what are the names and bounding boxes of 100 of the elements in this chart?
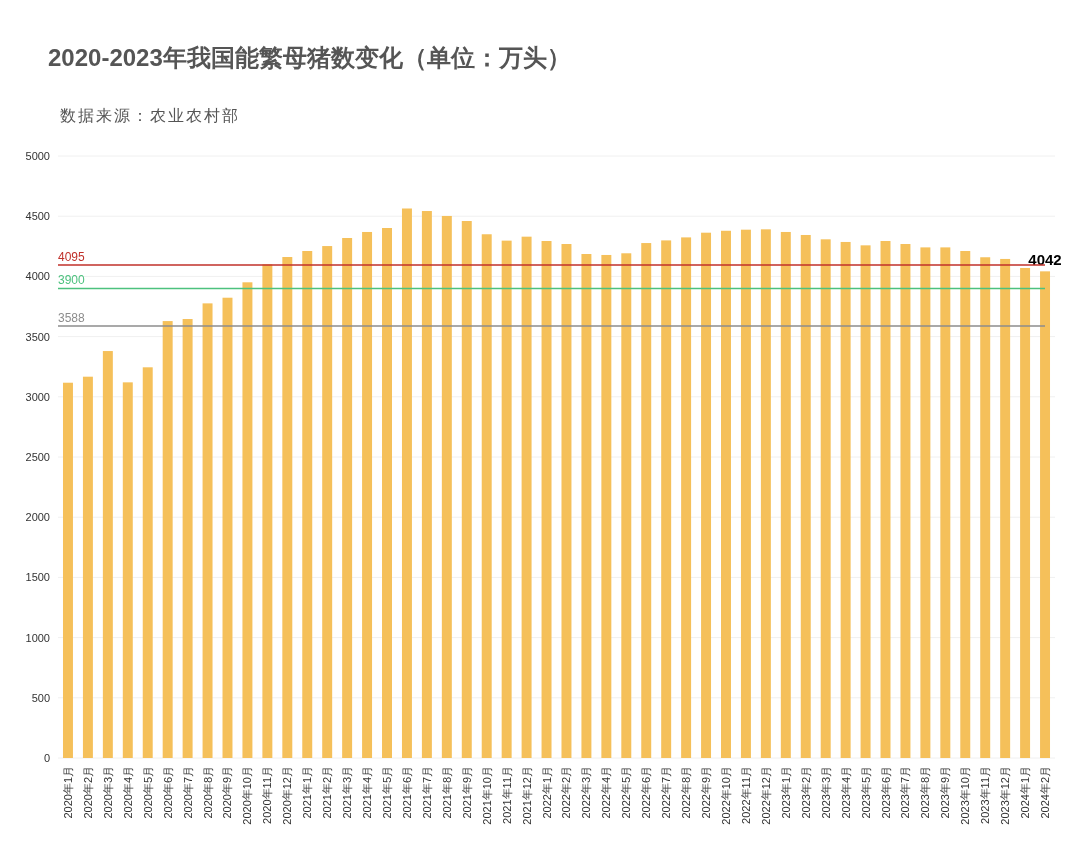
x-tick-label: 2022年5月	[620, 766, 633, 819]
bar	[840, 241, 851, 758]
bar	[481, 234, 492, 758]
bar	[740, 229, 751, 758]
x-tick-label: 2022年9月	[700, 766, 713, 819]
bar	[262, 264, 273, 758]
x-tick-label: 2020年7月	[181, 766, 194, 819]
bar	[721, 230, 731, 758]
bar	[142, 367, 153, 758]
bar	[960, 251, 971, 758]
bar	[342, 237, 353, 758]
x-tick-label: 2022年2月	[560, 766, 573, 819]
bar	[621, 253, 632, 758]
bar	[681, 237, 692, 758]
x-tick-label: 2020年2月	[81, 766, 94, 819]
bar	[581, 254, 592, 758]
bar	[461, 221, 472, 758]
x-tick-label: 2022年12月	[759, 766, 772, 825]
x-tick-label: 2021年5月	[381, 766, 394, 819]
bar	[122, 382, 133, 758]
y-tick-label: 3000	[25, 390, 50, 403]
x-tick-label: 2023年2月	[799, 766, 812, 819]
x-tick-label: 2023年4月	[839, 766, 852, 819]
x-tick-label: 2020年1月	[61, 766, 74, 819]
bar	[920, 247, 931, 758]
x-tick-label: 2020年3月	[101, 766, 114, 819]
bar	[282, 257, 293, 758]
x-tick-label: 2020年11月	[261, 766, 274, 824]
x-tick-label: 2023年6月	[879, 766, 892, 819]
source-note: 数据来源：农业农村部	[60, 107, 240, 124]
y-tick-label: 3500	[25, 330, 50, 343]
x-tick-label: 2021年9月	[460, 766, 473, 819]
x-tick-label: 2022年1月	[540, 766, 553, 819]
x-tick-label: 2021年7月	[420, 766, 433, 819]
x-tick-label: 2021年1月	[301, 766, 314, 819]
y-tick-label: 4500	[25, 210, 50, 223]
bar	[322, 246, 333, 758]
bar	[242, 282, 253, 758]
x-tick-label: 2020年10月	[241, 766, 254, 825]
x-tick-label: 2022年3月	[580, 766, 593, 819]
bar	[561, 244, 572, 758]
y-tick-label: 5000	[25, 150, 50, 162]
x-tick-label: 2023年1月	[779, 766, 792, 819]
bar	[860, 245, 871, 758]
x-tick-label: 2023年9月	[939, 766, 952, 819]
bar	[760, 229, 771, 758]
bar	[521, 236, 532, 758]
x-tick-label: 2022年4月	[600, 766, 613, 819]
ref-line-label: 3900	[58, 273, 86, 288]
x-tick-label: 2021年3月	[341, 766, 354, 819]
x-tick-label: 2022年6月	[640, 766, 653, 819]
x-tick-label: 2023年8月	[919, 766, 932, 819]
bar	[641, 243, 652, 758]
bar	[980, 257, 991, 758]
bar	[501, 240, 512, 758]
x-tick-label: 2021年10月	[480, 766, 493, 825]
bar	[1040, 271, 1051, 758]
x-tick-label: 2022年11月	[739, 766, 752, 824]
x-tick-label: 2020年5月	[141, 766, 154, 819]
x-tick-label: 2024年2月	[1039, 766, 1052, 819]
y-tick-label: 4000	[25, 270, 50, 283]
x-tick-label: 2023年10月	[959, 766, 972, 825]
x-tick-label: 2021年11月	[500, 766, 513, 824]
x-tick-label: 2021年8月	[440, 766, 453, 819]
bar	[401, 208, 412, 758]
bar	[62, 382, 73, 758]
bar	[222, 297, 233, 758]
chart-title: 2020-2023年我国能繁母猪数变化（单位：万头）	[48, 44, 571, 71]
x-tick-label: 2023年12月	[999, 766, 1012, 825]
x-tick-label: 2021年6月	[400, 766, 413, 819]
x-tick-label: 2022年7月	[660, 766, 673, 819]
bar	[102, 351, 113, 758]
bar	[302, 251, 313, 758]
x-tick-label: 2023年7月	[899, 766, 912, 819]
x-tick-label: 2022年8月	[680, 766, 693, 819]
x-tick-label: 2024年1月	[1019, 766, 1032, 819]
bar	[701, 232, 712, 758]
y-tick-label: 1500	[25, 571, 50, 584]
y-tick-label: 2500	[25, 451, 50, 463]
ref-line-label: 4095	[58, 249, 86, 264]
x-tick-label: 2020年12月	[281, 766, 294, 825]
x-tick-label: 2020年9月	[221, 766, 234, 819]
x-tick-label: 2021年2月	[321, 766, 334, 819]
x-tick-label: 2023年11月	[979, 766, 992, 824]
bar	[82, 376, 93, 758]
x-tick-label: 2022年10月	[719, 766, 732, 825]
bar	[820, 239, 831, 758]
bar	[900, 244, 911, 758]
x-tick-label: 2023年3月	[819, 766, 832, 819]
y-tick-label: 1000	[25, 631, 50, 644]
bar	[362, 231, 373, 758]
y-tick-label: 500	[31, 691, 50, 704]
x-tick-label: 2020年8月	[201, 766, 214, 819]
x-tick-label: 2023年5月	[859, 766, 872, 819]
bar	[162, 321, 173, 758]
bar	[940, 247, 951, 758]
x-tick-label: 2020年6月	[161, 766, 174, 819]
x-tick-label: 2021年4月	[361, 766, 374, 819]
bar	[800, 234, 811, 758]
bar	[421, 211, 432, 758]
